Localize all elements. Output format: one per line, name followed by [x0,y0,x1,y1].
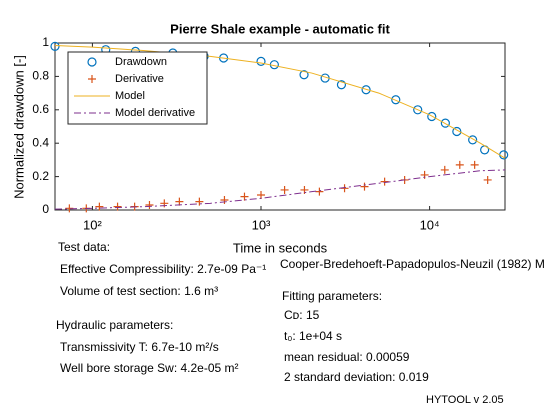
y-axis-label: Normalized drawdown [-] [11,55,26,199]
data-point [299,70,309,80]
data-point [455,160,464,169]
note: Effective Compressibility: 2.7e-09 Pa⁻¹ [60,262,266,276]
data-point [483,175,492,184]
version: HYTOOL v 2.05 [426,394,504,406]
data-point [336,80,347,90]
data-point [427,111,437,122]
y-tick-label: 0.4 [32,135,49,149]
legend-box [67,51,208,125]
data-point [452,126,462,137]
y-tick-label: 0.6 [32,102,49,116]
data-point [315,187,324,196]
x-axis-label: Time in seconds [233,240,328,255]
note: Cooper-Bredehoeft-Papadopulos-Neuzil (19… [280,257,545,271]
data-point [145,200,154,209]
data-point [468,135,478,145]
data-point [95,202,104,211]
data-point [220,195,229,204]
note: Test data: [58,240,110,254]
data-point [257,190,266,199]
legend-symbol [87,57,97,67]
legend-symbol [88,75,96,83]
data-line [54,169,506,210]
data-point [113,202,122,211]
note: 2 standard deviation: 0.019 [284,370,429,384]
data-point [256,56,266,66]
data-point [280,185,289,194]
data-point [175,197,184,206]
x-tick-label: 10² [83,217,102,232]
legend-label: Model [115,90,145,102]
data-point [195,197,204,206]
data-point [470,160,479,169]
note: Cᴅ: 15 [284,308,320,322]
data-point [391,95,401,105]
data-point [240,192,249,201]
x-tick-label: 10³ [252,217,271,232]
legend-label: Drawdown [115,56,167,68]
y-tick-label: 0.2 [32,169,49,183]
note: t₀: 1e+04 s [284,329,342,343]
legend-label: Derivative [115,73,164,85]
y-tick-label: 0 [42,202,49,216]
legend-label: Model derivative [115,107,195,119]
y-tick-label: 0.8 [32,69,49,83]
note: Transmissivity T: 6.7e-10 m²/s [60,340,219,354]
note: mean residual: 0.00059 [284,350,410,364]
data-point [440,118,450,128]
note: Fitting parameters: [282,289,382,303]
data-point [50,41,60,51]
x-tick-label: 10⁴ [420,217,440,232]
data-point [440,165,449,174]
y-tick-label: 1 [42,35,49,49]
note: Well bore storage Sw: 4.2e-05 m² [60,361,239,375]
note: Volume of test section: 1.6 m³ [60,284,218,298]
chart-title: Pierre Shale example - automatic fit [170,21,390,36]
data-point [360,182,369,191]
data-point [413,105,423,115]
note: Hydraulic parameters: [56,318,173,332]
data-line [54,45,506,159]
data-point [380,177,389,186]
data-point [361,85,371,95]
